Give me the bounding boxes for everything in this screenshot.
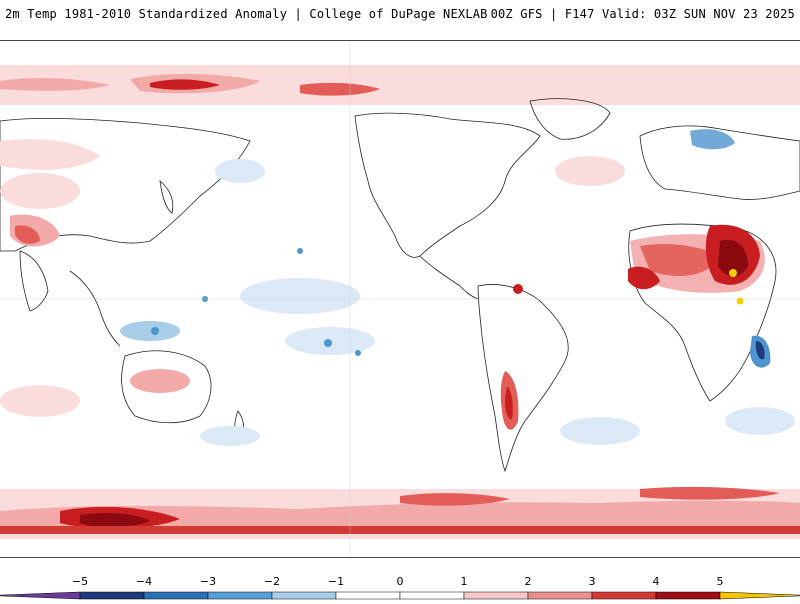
colorbar-tick-label: 0 (396, 575, 404, 588)
antarctic-warm-belt (0, 500, 800, 531)
colorbar-segment (719, 591, 800, 600)
north-pacific-cool (215, 159, 265, 183)
south-pacific-warm (0, 385, 80, 417)
colorbar-tick-label: 1 (460, 575, 468, 588)
colorbar-segment (0, 591, 81, 600)
pacific-cool-1 (240, 278, 360, 314)
other-warm-anomaly (0, 156, 625, 430)
colorbar-tick-label: −3 (199, 575, 217, 588)
colorbar-tick-label: 5 (716, 575, 724, 588)
map-canvas (0, 41, 800, 557)
pacific-cool-anomaly (120, 159, 795, 446)
maritime-cold-3 (324, 339, 332, 347)
sahel-warm-2 (640, 244, 720, 276)
europe (639, 125, 800, 200)
colorbar-tick-label: 2 (524, 575, 532, 588)
maritime-cool-1 (120, 321, 180, 341)
asia (0, 118, 251, 252)
antarctic-hot-2 (400, 493, 510, 506)
graticule (0, 41, 800, 557)
antarctic-anomaly (0, 486, 800, 539)
arctic-hot-spot (150, 79, 220, 90)
north-america (354, 112, 541, 258)
colorbar-segment (399, 591, 465, 600)
central-asia-warm (0, 139, 100, 170)
maritime-cold-1 (151, 327, 159, 335)
antarctic-very-hot (80, 513, 150, 528)
colorbar-tick-label: −1 (327, 575, 345, 588)
header: 2m Temp 1981-2010 Standardized Anomaly |… (0, 0, 800, 28)
maritime-cold-5 (297, 248, 303, 254)
colorbar-tick-label: 3 (588, 575, 596, 588)
colorbar-tick-label: −4 (135, 575, 153, 588)
asia-warm-anomaly (0, 139, 100, 247)
north-pacific-warm (0, 173, 80, 209)
arctic-anomaly (0, 65, 800, 105)
continents (0, 98, 800, 512)
antarctic-edge-band (0, 526, 800, 534)
atlantic-warm (555, 156, 625, 186)
sudan-very-hot (718, 239, 748, 277)
west-africa-hot (628, 266, 660, 290)
arctic-warm-west (0, 78, 110, 91)
extreme-spot-1 (729, 269, 737, 277)
colorbar-segment (79, 591, 145, 600)
colorbar-segment (591, 591, 657, 600)
greenland (529, 98, 611, 140)
colorbar-tick-label: −2 (263, 575, 281, 588)
madagascar-cool-core (755, 341, 765, 360)
colorbar-segment (271, 591, 337, 600)
colorbar-segment (527, 591, 593, 600)
south-atlantic-cool (560, 417, 640, 445)
colorbar-segment (655, 591, 721, 600)
anomaly-map (0, 40, 800, 558)
south-america (477, 284, 569, 473)
central-america (419, 255, 479, 300)
australia (121, 350, 212, 424)
patagonia-hot (505, 386, 513, 420)
antarctic-hot-3 (640, 486, 780, 500)
map-title: 2m Temp 1981-2010 Standardized Anomaly |… (5, 7, 488, 21)
colorbar-tick-label: 4 (652, 575, 660, 588)
sw-pacific-cool (200, 426, 260, 446)
south-asia-hot (15, 225, 40, 244)
colorbar-segment (207, 591, 273, 600)
india (19, 250, 49, 312)
africa-warm-anomaly (628, 224, 765, 305)
scandinavia-cool (690, 129, 735, 150)
madagascar-cold-anomaly (750, 335, 771, 368)
colorbar-segment (143, 591, 209, 600)
model-run-info: 00Z GFS | F147 Valid: 03Z SUN NOV 23 202… (490, 7, 795, 21)
colorbar: −5 −4 −3 −2 −1 0 1 2 3 4 5 (0, 560, 800, 600)
maritime-cold-4 (355, 350, 361, 356)
colorbar-tick-label: −5 (71, 575, 89, 588)
extreme-spot-2 (736, 297, 744, 305)
colorbar-segment (463, 591, 529, 600)
arctic-warm-east (300, 82, 380, 96)
colorbar-segment (335, 591, 401, 600)
indian-ocean-cool (725, 407, 795, 435)
southeast-asia (69, 270, 121, 347)
japan (159, 180, 174, 214)
australia-warm (130, 369, 190, 393)
arctic-warm-band (0, 65, 800, 105)
venezuela-hot (513, 284, 523, 294)
colorbar-graphic (0, 591, 800, 600)
